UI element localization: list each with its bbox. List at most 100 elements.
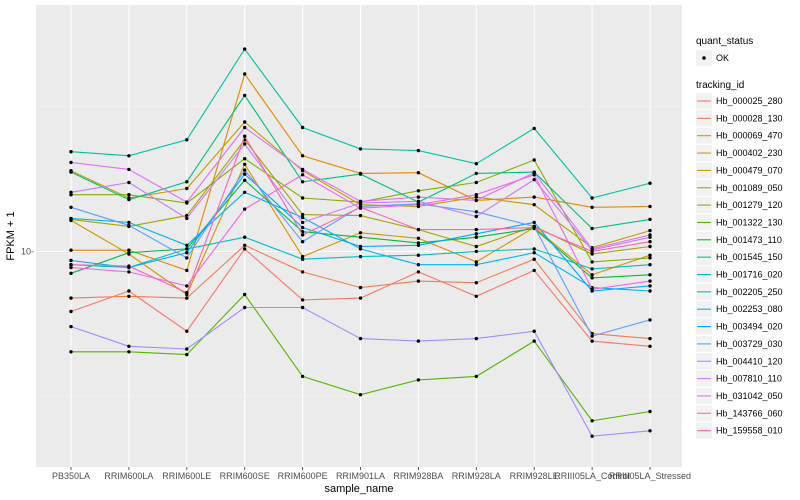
x-tick-label: RRIM928LA (452, 471, 501, 481)
y-tick-label: 10- (21, 246, 34, 256)
series-Hb_000025_280 (69, 247, 652, 348)
data-point (416, 236, 421, 240)
data-point (127, 180, 131, 185)
data-point (590, 339, 594, 343)
data-point (243, 93, 247, 98)
x-tick-label: RRIM600LE (162, 471, 211, 481)
data-point (416, 378, 421, 382)
data-point (185, 329, 189, 333)
data-point (243, 178, 247, 182)
legend-label: Hb_001473_110 (716, 235, 782, 245)
data-point (243, 292, 247, 297)
data-point (69, 350, 73, 354)
data-point (243, 47, 247, 51)
legend-label: Hb_031042_050 (716, 391, 783, 401)
data-point (300, 212, 305, 217)
data-point (243, 162, 247, 166)
x-tick-label: RRIM600LA (104, 471, 153, 481)
legend-label: Hb_002205_250 (716, 287, 783, 297)
data-point (243, 172, 247, 176)
data-point (185, 216, 189, 221)
legend-label: Hb_001089_050 (716, 183, 783, 193)
series-Hb_003494_020 (69, 172, 652, 293)
y-axis-title: FPKM + 1 (5, 211, 17, 260)
legend-label: Hb_002253_080 (716, 304, 783, 314)
data-point (127, 264, 131, 268)
data-point (474, 227, 478, 232)
data-point (648, 273, 652, 277)
data-point (648, 429, 652, 433)
data-point (358, 296, 363, 300)
data-point (416, 171, 421, 175)
legend-label: Hb_000069_470 (716, 131, 783, 141)
data-point (416, 203, 421, 207)
data-point (358, 172, 363, 176)
data-point (648, 409, 652, 414)
data-point (648, 284, 652, 288)
data-point (69, 324, 73, 329)
data-point (416, 263, 421, 267)
data-point (532, 339, 536, 343)
data-point (590, 205, 594, 209)
series-Hb_031042_050 (69, 125, 652, 251)
legend-label: Hb_001279_120 (716, 200, 783, 210)
legend-point (702, 56, 706, 60)
data-point (185, 200, 189, 204)
data-point (300, 240, 305, 244)
data-point (416, 195, 421, 199)
series-Hb_001716_020 (69, 47, 652, 200)
data-point (416, 279, 421, 283)
data-point (648, 204, 652, 209)
data-point (127, 289, 131, 293)
legend-label: Hb_000028_130 (716, 113, 783, 123)
data-point (648, 228, 652, 233)
data-point (590, 419, 594, 423)
data-point (532, 257, 536, 261)
data-point (474, 162, 478, 166)
data-point (474, 235, 478, 239)
legend-label: Hb_000479_070 (716, 165, 783, 175)
x-tick-label: RRIM928BA (393, 471, 443, 481)
data-point (300, 180, 305, 184)
data-point (243, 157, 247, 161)
data-point (590, 252, 594, 256)
x-axis-title: sample_name (324, 483, 393, 495)
data-point (69, 193, 73, 197)
data-point (648, 253, 652, 257)
legend-label: Hb_001322_130 (716, 217, 783, 227)
x-tick-label: PB350LA (52, 471, 90, 481)
x-tick-label: RRIM600PE (278, 471, 328, 481)
legend-label: Hb_159558_010 (716, 426, 783, 436)
data-point (300, 196, 305, 200)
legend: quant_status OK tracking_id Hb_000025_280 Hb… (696, 36, 783, 439)
data-point (416, 241, 421, 245)
data-point (532, 329, 536, 333)
data-point (185, 186, 189, 191)
data-point (532, 247, 536, 251)
data-point (590, 276, 594, 280)
data-point (69, 296, 73, 300)
data-point (69, 263, 73, 267)
data-point (532, 225, 536, 230)
data-point (474, 260, 478, 264)
shape-legend-label: OK (716, 53, 729, 63)
data-point (69, 258, 73, 263)
data-point (532, 158, 536, 162)
data-point (474, 180, 478, 185)
data-point (300, 254, 305, 259)
data-point (358, 285, 363, 290)
legend-label: Hb_000402_230 (716, 148, 783, 158)
data-point (243, 235, 247, 239)
data-point (243, 247, 247, 251)
data-point (648, 181, 652, 185)
data-point (300, 154, 305, 158)
data-point (300, 173, 305, 177)
color-legend-title: tracking_id (696, 80, 744, 91)
data-point (358, 336, 363, 341)
data-point (416, 189, 421, 193)
data-point (358, 254, 363, 259)
x-tick-label: RRIM928LE (510, 471, 559, 481)
series-Hb_001322_130 (69, 292, 652, 423)
data-point (474, 374, 478, 379)
